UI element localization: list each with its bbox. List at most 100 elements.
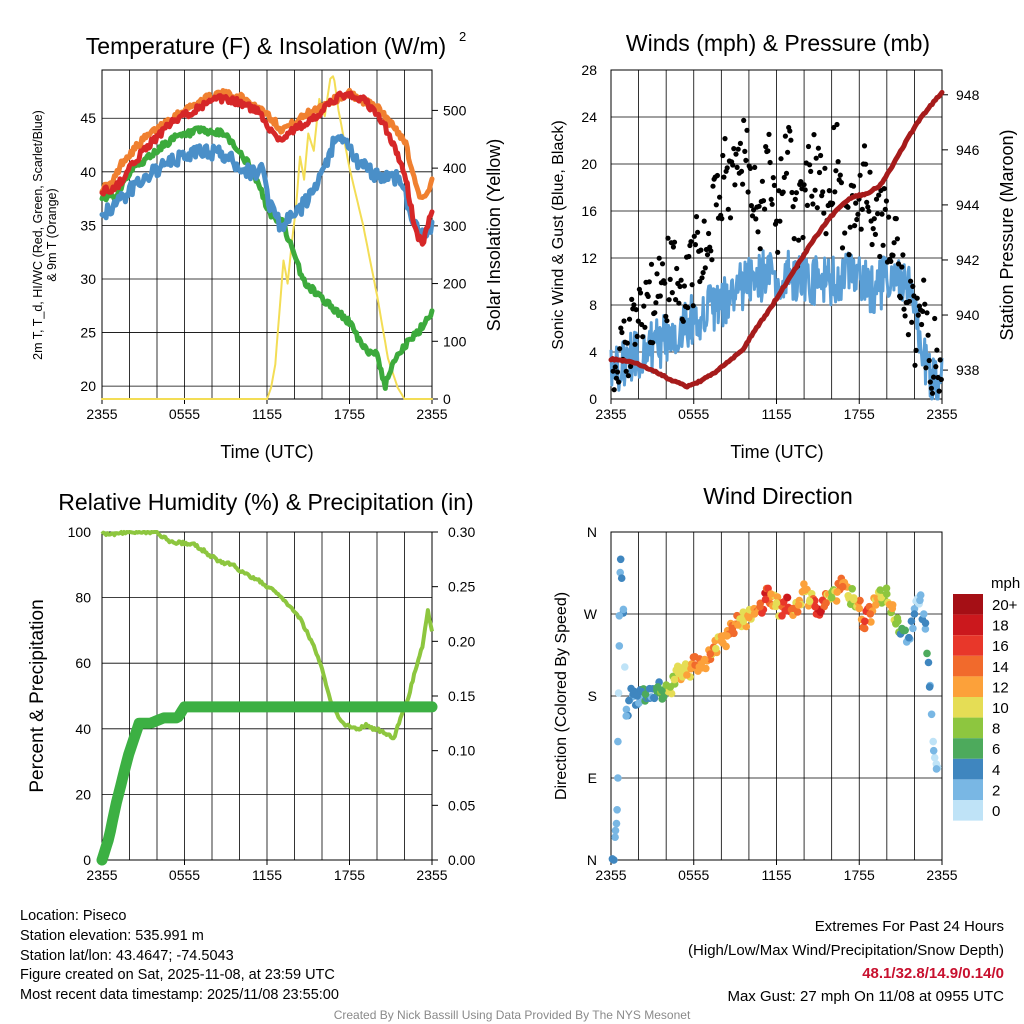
direction-point	[619, 605, 628, 614]
gust-point	[929, 390, 936, 396]
gust-point	[701, 218, 707, 224]
speed-legend	[953, 594, 983, 821]
gust-point	[695, 229, 701, 235]
gust-point	[699, 275, 705, 281]
gust-point	[749, 213, 756, 219]
direction-point	[767, 590, 775, 598]
gust-point	[769, 201, 775, 207]
gust-point	[809, 193, 815, 199]
y-tick-label: 24	[581, 109, 597, 125]
gust-point	[787, 128, 793, 134]
gust-point	[662, 280, 668, 286]
legend-swatch	[953, 635, 983, 656]
gust-point	[665, 235, 671, 241]
gust-point	[793, 190, 800, 196]
gust-point	[720, 152, 726, 159]
series-hi-wc	[99, 133, 435, 244]
direction-point	[783, 593, 792, 602]
direction-point	[861, 617, 869, 626]
gust-point	[816, 169, 823, 176]
gust-point	[619, 329, 625, 336]
legend-label: 0	[992, 803, 1000, 820]
y2-tick-label: 400	[443, 160, 467, 176]
direction-point	[625, 696, 633, 705]
y-tick-label: 30	[80, 271, 96, 287]
gust-point	[870, 226, 876, 232]
y-axis-label: Sonic Wind & Gust (Blue, Black)	[550, 120, 567, 349]
gust-point	[810, 201, 816, 207]
created-text: Figure created on Sat, 2025-11-08, at 23…	[20, 967, 335, 983]
gust-point	[685, 305, 691, 311]
y-tick-label: 35	[80, 217, 96, 233]
x-tick-label: 1155	[761, 867, 791, 883]
gust-point	[888, 258, 894, 264]
gust-point	[616, 379, 622, 385]
gust-point	[710, 183, 716, 189]
gust-point	[641, 303, 647, 309]
gust-point	[767, 159, 773, 166]
gust-point	[915, 312, 921, 318]
direction-point	[811, 602, 819, 611]
gust-point	[617, 346, 623, 352]
gust-point	[783, 170, 790, 176]
gust-point	[752, 164, 758, 170]
direction-point	[645, 684, 654, 693]
direction-point	[833, 588, 841, 596]
gust-point	[731, 146, 737, 152]
direction-point	[701, 655, 709, 664]
direction-point	[856, 596, 864, 605]
gust-point	[869, 241, 875, 248]
extremes-values: 48.1/32.8/14.9/0.14/0	[862, 965, 1004, 982]
y2-tick-label: 940	[956, 307, 980, 323]
legend-swatch	[953, 614, 983, 636]
gust-point	[740, 181, 746, 187]
gust-point	[677, 283, 683, 290]
gust-point	[790, 204, 796, 210]
direction-point	[816, 608, 825, 616]
gust-point	[648, 261, 655, 267]
y2-tick-label: 0.30	[448, 524, 475, 540]
legend-swatch	[953, 717, 983, 739]
gust-point	[687, 242, 693, 249]
gust-point	[807, 162, 813, 168]
y2-tick-label: 944	[956, 197, 980, 213]
legend-label: 12	[992, 679, 1009, 696]
x-tick-label: 1755	[334, 867, 365, 883]
direction-point	[927, 710, 936, 719]
gust-point	[850, 183, 857, 189]
gust-point	[743, 157, 749, 163]
gust-point	[713, 202, 719, 208]
direction-point	[930, 753, 939, 762]
gust-point	[730, 162, 736, 168]
gust-point	[920, 308, 926, 314]
y2-axis-label: Solar Insolation (Yellow)	[484, 139, 504, 331]
direction-point	[670, 675, 679, 684]
series-relative-humidity	[100, 530, 434, 741]
gust-point	[637, 290, 644, 296]
legend-swatch	[953, 655, 983, 677]
y2-tick-label: 0.20	[448, 633, 475, 649]
gust-point	[927, 379, 933, 385]
gust-point	[618, 325, 624, 331]
gust-point	[691, 233, 697, 239]
y2-tick-label: 0.00	[448, 852, 475, 868]
y-tick-label: 45	[80, 110, 96, 126]
gust-point	[852, 223, 858, 229]
direction-point	[849, 595, 858, 604]
y-axis-label: Direction (Colored By Speed)	[553, 592, 570, 800]
direction-point	[866, 610, 875, 618]
y2-tick-label: 0.05	[448, 797, 475, 813]
gust-point	[805, 143, 812, 150]
gust-point	[926, 357, 932, 364]
gust-point	[913, 347, 919, 353]
x-tick-label: 2355	[86, 406, 117, 422]
legend-title: mph	[991, 575, 1020, 592]
gust-point	[763, 144, 769, 150]
y-tick-label: N	[587, 852, 597, 868]
legend-label: 18	[992, 618, 1009, 635]
y2-tick-label: 0.15	[448, 688, 475, 704]
x-tick-label: 2355	[86, 867, 117, 883]
legend-label: 2	[992, 782, 1000, 799]
y2-tick-label: 948	[956, 87, 980, 103]
gust-point	[770, 175, 776, 181]
